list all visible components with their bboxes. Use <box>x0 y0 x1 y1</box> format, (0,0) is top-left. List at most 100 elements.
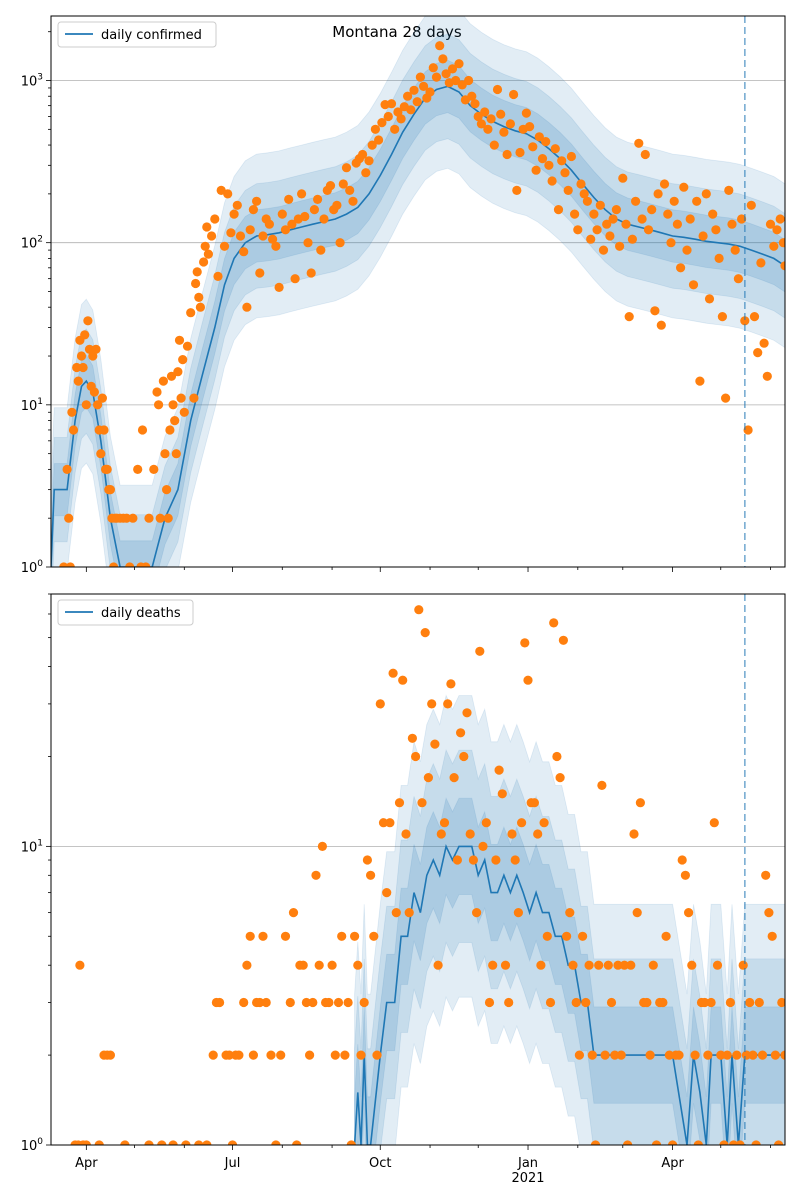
data-point <box>685 214 695 224</box>
data-point <box>186 308 196 318</box>
data-point <box>658 997 668 1008</box>
data-point <box>780 1050 785 1060</box>
data-point <box>213 271 223 281</box>
data-point <box>288 908 299 918</box>
data-point <box>219 241 230 251</box>
data-point <box>412 97 422 107</box>
data-point <box>105 1050 115 1060</box>
data-point <box>210 214 220 224</box>
data-point <box>637 214 647 224</box>
data-point <box>215 997 225 1008</box>
data-point <box>674 1050 684 1060</box>
y-tick-label: 100 <box>21 559 44 576</box>
data-point <box>521 108 532 118</box>
data-point <box>76 351 87 361</box>
data-point <box>473 111 483 122</box>
data-point <box>615 241 625 251</box>
data-point <box>374 135 384 145</box>
data-point <box>166 371 177 381</box>
data-point <box>239 997 249 1008</box>
data-point <box>475 646 485 656</box>
plot-area <box>51 594 785 1145</box>
data-point <box>552 751 562 762</box>
data-point <box>605 231 615 241</box>
data-point <box>382 888 392 898</box>
data-point <box>317 841 327 852</box>
data-point <box>451 75 461 86</box>
data-point <box>81 1140 91 1145</box>
data-point <box>664 1050 675 1060</box>
data-point <box>597 780 607 791</box>
data-point <box>757 1050 768 1060</box>
data-point <box>770 1050 781 1060</box>
data-point <box>690 1050 700 1060</box>
data-point <box>234 1050 244 1060</box>
data-point <box>280 225 291 235</box>
data-point <box>595 200 605 210</box>
data-point <box>717 312 728 322</box>
data-point <box>313 194 323 204</box>
data-point <box>623 1140 633 1145</box>
data-point <box>427 699 437 709</box>
data-point <box>621 219 631 229</box>
data-point <box>624 312 634 322</box>
data-point <box>672 219 683 229</box>
data-point <box>239 247 249 257</box>
data-point <box>700 997 710 1008</box>
data-point <box>587 1050 597 1060</box>
data-point <box>157 1140 167 1145</box>
data-point <box>391 908 401 918</box>
data-point <box>284 194 294 204</box>
data-point <box>502 149 512 160</box>
data-point <box>603 960 613 970</box>
data-point <box>235 231 246 241</box>
data-point <box>255 268 265 278</box>
data-point <box>366 870 376 880</box>
data-point <box>648 960 658 970</box>
data-point <box>436 829 446 839</box>
data-point <box>619 960 630 970</box>
data-point <box>208 1050 218 1060</box>
data-point <box>611 205 622 215</box>
data-point <box>645 1050 655 1060</box>
data-point <box>242 302 252 312</box>
data-point <box>464 75 474 86</box>
data-point <box>350 931 360 941</box>
data-point <box>419 81 429 91</box>
data-point <box>627 234 638 244</box>
data-point <box>738 960 748 970</box>
data-point <box>144 1140 154 1145</box>
x-year-label: 2021 <box>511 1171 544 1186</box>
daily-deaths-panel: 100 101 Apr Jul Oct Jan Apr 2021 daily deaths <box>21 593 786 1186</box>
data-point <box>725 997 736 1008</box>
data-point <box>555 773 565 783</box>
data-point <box>574 1050 585 1060</box>
data-point <box>406 105 416 115</box>
data-point <box>579 189 589 199</box>
data-point <box>452 855 462 865</box>
data-point <box>529 798 540 808</box>
data-point <box>425 87 435 97</box>
data-point <box>716 1050 726 1060</box>
data-point <box>733 274 744 284</box>
data-point <box>430 739 440 749</box>
data-point <box>144 513 154 523</box>
data-point <box>343 997 353 1008</box>
data-point <box>492 84 503 95</box>
data-point <box>754 997 764 1008</box>
data-point <box>94 1140 104 1145</box>
data-point <box>102 464 112 474</box>
data-point <box>359 997 369 1008</box>
data-point <box>367 140 377 150</box>
data-point <box>753 348 763 358</box>
data-point <box>62 464 72 474</box>
data-point <box>192 267 202 277</box>
data-point <box>608 214 618 224</box>
data-point <box>746 200 756 210</box>
data-point <box>314 960 324 970</box>
x-tick-label: Apr <box>75 1156 98 1171</box>
data-point <box>727 219 737 229</box>
data-point <box>598 245 609 255</box>
data-point <box>659 179 670 189</box>
data-point <box>737 214 747 224</box>
